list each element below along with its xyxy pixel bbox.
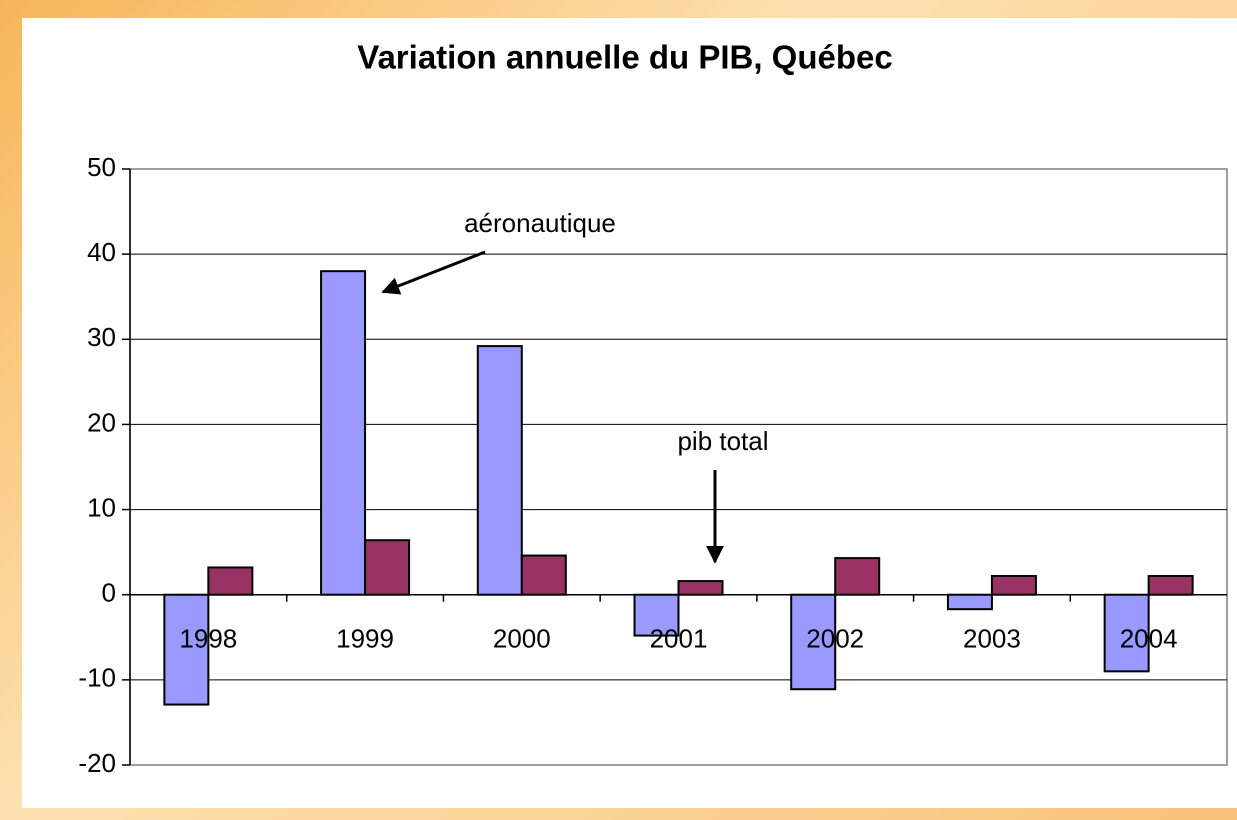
annotation-arrow [381, 250, 486, 295]
bar [476, 345, 523, 596]
y-tick-label: 10 [87, 492, 116, 522]
y-tick-label: 20 [87, 407, 116, 437]
x-tick-label: 2000 [493, 624, 551, 654]
bar [633, 593, 680, 637]
bar [163, 593, 210, 706]
x-tick-label: 2003 [963, 624, 1021, 654]
bar [834, 557, 881, 596]
chart-title: Variation annuelle du PIB, Québec [357, 39, 892, 76]
bar [207, 566, 254, 596]
bar [677, 580, 724, 596]
y-tick-label: 40 [87, 237, 116, 267]
y-tick-label: 30 [87, 322, 116, 352]
bar [320, 270, 367, 596]
y-tick-label: 50 [87, 152, 116, 182]
bar [946, 593, 993, 611]
annotation: pib total [677, 426, 768, 456]
y-tick-label: -20 [78, 748, 116, 778]
x-tick-label: 1998 [179, 624, 237, 654]
bar [364, 539, 411, 596]
bar [1147, 574, 1194, 596]
bar [520, 554, 567, 596]
chart-background [22, 18, 1237, 808]
y-tick-label: 0 [102, 578, 116, 608]
annotation: aéronautique [464, 208, 616, 238]
x-tick-label: 1999 [336, 624, 394, 654]
bar [1103, 593, 1150, 673]
y-tick-label: -10 [78, 663, 116, 693]
bar [990, 574, 1037, 596]
x-tick-label: 2002 [806, 624, 864, 654]
x-tick-label: 2004 [1120, 624, 1178, 654]
x-tick-label: 2001 [650, 624, 708, 654]
